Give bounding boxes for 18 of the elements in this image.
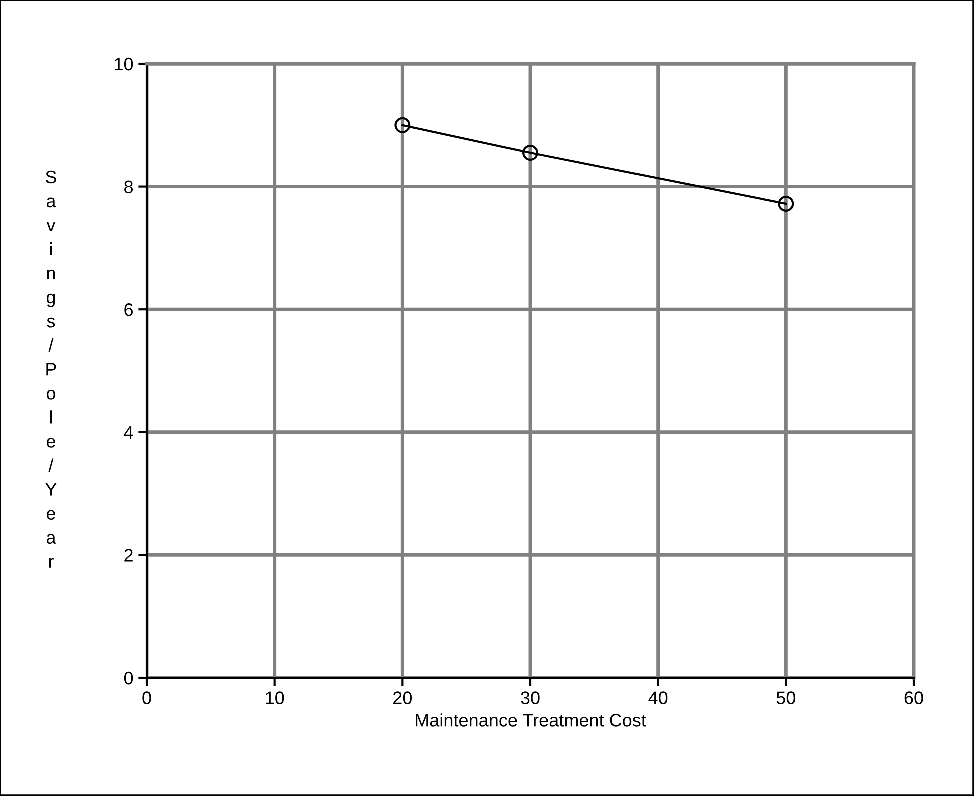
x-tick-label: 50 (776, 692, 796, 704)
point (522, 145, 538, 162)
x-tick-label: 0 (142, 692, 152, 704)
y-tick-label: 0 (124, 672, 134, 685)
y-tick-label: 10 (115, 58, 134, 71)
x-tick-label: 40 (648, 692, 668, 704)
point (394, 117, 411, 134)
y-tick-label: 6 (124, 304, 134, 316)
x-tick-label: 10 (266, 692, 284, 704)
point (778, 196, 794, 212)
x-tick-label: 20 (394, 692, 412, 704)
text: Savings/Pole/Year (46, 170, 57, 568)
x-tick-label: 30 (521, 692, 540, 704)
y-tick-label: 4 (124, 426, 134, 439)
x-tick-label: 60 (904, 692, 924, 704)
y-tick-label: 2 (124, 549, 133, 562)
x-axis-title: Maintenance Treatment Cost (416, 714, 646, 727)
y-tick-label: 8 (124, 180, 134, 194)
